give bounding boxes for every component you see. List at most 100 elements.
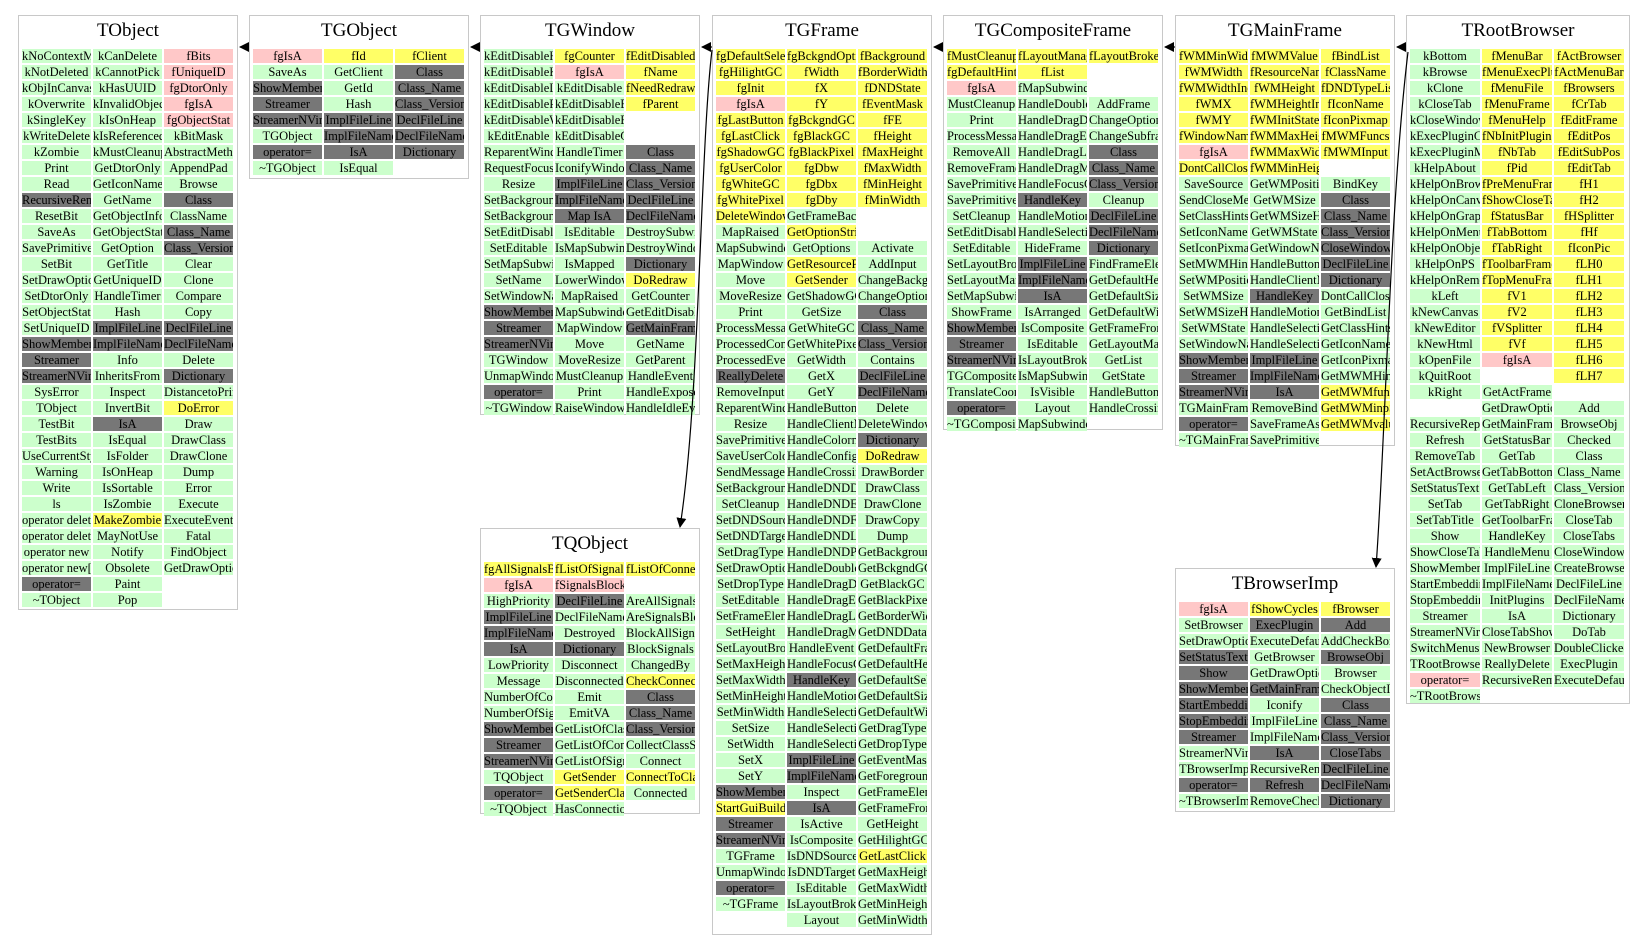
class-box-tgcompositeframe: TGCompositeFrame fMustCleanup fgDefaultHi…: [943, 15, 1163, 431]
member-drawclass: DrawClass: [164, 433, 233, 447]
member-setdrawoption: SetDrawOption: [22, 273, 91, 287]
member-getsenderclassname: GetSenderClassName: [555, 786, 624, 800]
member-setminheight: SetMinHeight: [716, 689, 785, 703]
member-iscomposite: IsComposite: [787, 833, 856, 847]
member-dictionary: Dictionary: [1321, 273, 1390, 287]
member-saveprimitive: SavePrimitive: [1250, 433, 1319, 447]
member-setcleanup: SetCleanup: [947, 209, 1016, 223]
member-fstatusbar: fStatusBar: [1482, 209, 1552, 223]
member-operator: operator=: [1410, 673, 1480, 687]
member-settab: SetTab: [1410, 497, 1480, 511]
member-isa: IsA: [1250, 385, 1319, 399]
member-isvisible: IsVisible: [1018, 385, 1087, 399]
member-getobjectstat: GetObjectStat: [93, 225, 162, 239]
member-execplugin: ExecPlugin: [1250, 618, 1319, 632]
member-streamernvirtual: StreamerNVirtual: [1410, 625, 1480, 639]
member-showmembers: ShowMembers: [947, 321, 1016, 335]
member-feditpos: fEditPos: [1554, 129, 1624, 143]
member-mustcleanup: MustCleanup: [947, 97, 1016, 111]
member-resetbit: ResetBit: [22, 209, 91, 223]
member-error: Error: [164, 481, 233, 495]
member-gettableft: GetTabLeft: [1482, 481, 1552, 495]
member-saveprimitive: SavePrimitive: [716, 433, 785, 447]
member-fatal: Fatal: [164, 529, 233, 543]
member-islayoutbroken: IsLayoutBroken: [1018, 353, 1087, 367]
member-handleselectionrequest: HandleSelectionRequest: [1250, 337, 1319, 351]
member-reparentwindow: ReparentWindow: [716, 401, 785, 415]
member-fwmheightinc: fWMHeightInc: [1250, 97, 1319, 111]
member-inspect: Inspect: [787, 785, 856, 799]
class-title: TObject: [97, 20, 159, 41]
member-implfilename: ImplFileName: [787, 769, 856, 783]
member-flist: fList: [1018, 65, 1087, 79]
member-handledoubleclick: HandleDoubleClick: [787, 561, 856, 575]
member-implfilename: ImplFileName: [1250, 730, 1319, 744]
member-getblackgc: GetBlackGC: [858, 577, 927, 591]
member-setdrawoption: SetDrawOption: [716, 561, 785, 575]
member-getbrowser: GetBrowser: [1250, 650, 1319, 664]
member-doredraw: DoRedraw: [626, 273, 695, 287]
member-contains: Contains: [858, 353, 927, 367]
member-operator-delete: operator delete: [22, 513, 91, 527]
member-seticonpixmap: SetIconPixmap: [1179, 241, 1248, 255]
member-setmapsubwindows: SetMapSubwindows: [484, 257, 553, 271]
member-showmembers: ShowMembers: [1410, 561, 1480, 575]
member-removebind: RemoveBind: [1250, 401, 1319, 415]
member-getlistofconnections: GetListOfConnections: [555, 738, 624, 752]
member-handleclientmessage: HandleClientMessage: [787, 417, 856, 431]
member-fminheight: fMinHeight: [858, 177, 927, 191]
member-changebackground: ChangeBackground: [858, 273, 927, 287]
member-fwminitstate: fWMInitState: [1250, 113, 1319, 127]
member-getheight: GetHeight: [858, 817, 927, 831]
member-class-version: Class_Version: [1321, 225, 1390, 239]
member-mapraised: MapRaised: [555, 289, 624, 303]
member-keditdisablewidth: kEditDisableWidth: [484, 113, 553, 127]
member-tobject: TObject: [22, 401, 91, 415]
member-fwmmaxwidth: fWMMaxWidth: [1250, 145, 1319, 159]
member-class: Class: [1554, 449, 1624, 463]
member-setdroptype: SetDropType: [716, 577, 785, 591]
member-iseditable: IsEditable: [787, 881, 856, 895]
member-recursiveremove: RecursiveRemove: [1250, 762, 1319, 776]
member-fshowcycles: fShowCycles: [1250, 602, 1319, 616]
member-tqobject: ~TQObject: [484, 802, 553, 816]
member-getdefaultwidth: GetDefaultWidth: [858, 705, 927, 719]
member-recursivereparent: RecursiveReparent: [1410, 417, 1480, 431]
member-setdndtarget: SetDNDTarget: [716, 529, 785, 543]
member-kopenfile: kOpenFile: [1410, 353, 1480, 367]
member-handlebutton: HandleButton: [787, 401, 856, 415]
member-bindkey: BindKey: [1321, 177, 1390, 191]
member-getdnddata: GetDNDData: [858, 625, 927, 639]
member-maynotuse: MayNotUse: [93, 529, 162, 543]
member-factmenubar: fActMenuBar: [1554, 65, 1624, 79]
member-declfilename: DeclFileName: [555, 610, 624, 624]
member-implfilename: ImplFileName: [324, 129, 393, 143]
member-destroyed: Destroyed: [555, 626, 624, 640]
member-requestfocus: RequestFocus: [484, 161, 553, 175]
member-implfileline: ImplFileLine: [324, 113, 393, 127]
member-saveframeascodeorimage: SaveFrameAsCodeOrImage: [1250, 417, 1319, 431]
member-saveprimitive: SavePrimitive: [947, 177, 1016, 191]
member-blank: [1089, 81, 1158, 95]
member-class-name: Class_Name: [1321, 714, 1390, 728]
member-getdefaultwidth: GetDefaultWidth: [1089, 305, 1158, 319]
member-class-name: Class_Name: [395, 81, 464, 95]
member-iszombie: IsZombie: [93, 497, 162, 511]
member-changedby: ChangedBy: [626, 658, 695, 672]
member-kright: kRight: [1410, 385, 1480, 399]
member-fneedredraw: fNeedRedraw: [626, 81, 695, 95]
member-getwmposition: GetWMPosition: [1250, 177, 1319, 191]
member-flayoutbroken: fLayoutBroken: [1089, 49, 1158, 63]
member-handledragenter: HandleDragEnter: [787, 593, 856, 607]
member-streamer: Streamer: [947, 337, 1016, 351]
member-resize: Resize: [484, 177, 553, 191]
member-lowerwindow: LowerWindow: [555, 273, 624, 287]
member-fmenuexecplugin: fMenuExecPlugin: [1482, 65, 1552, 79]
member-doerror: DoError: [164, 401, 233, 415]
member-seticonname: SetIconName: [1179, 225, 1248, 239]
member-fbrowsers: fBrowsers: [1554, 81, 1624, 95]
member-getmwmhints: GetMWMHints: [1321, 369, 1390, 383]
member-factbrowser: fActBrowser: [1554, 49, 1624, 63]
member-handlefocuschange: HandleFocusChange: [787, 657, 856, 671]
member-fwidth: fWidth: [787, 65, 856, 79]
